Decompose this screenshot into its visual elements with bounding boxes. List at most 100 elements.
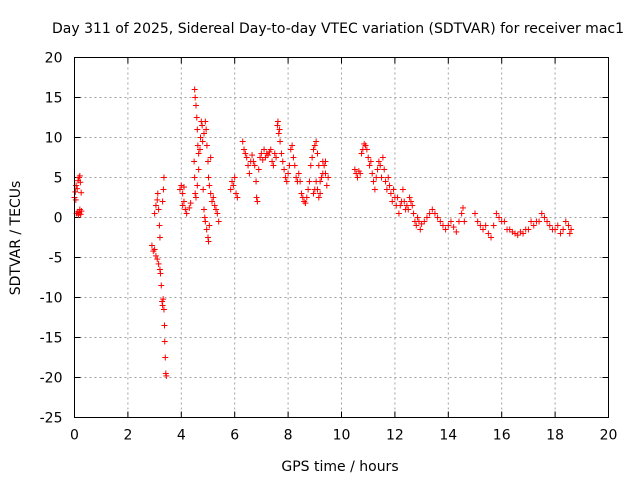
data-point [323, 182, 330, 189]
data-point [78, 189, 85, 196]
data-point [251, 162, 258, 169]
data-point [493, 210, 500, 217]
data-point [568, 226, 575, 233]
data-point [182, 206, 189, 213]
data-point [566, 230, 573, 237]
y-tick-label: 0 [54, 211, 63, 227]
data-point [306, 178, 313, 185]
data-point [200, 130, 207, 137]
data-point [202, 118, 209, 125]
data-point [206, 182, 213, 189]
data-point [152, 252, 159, 259]
y-tick-label: -5 [49, 251, 63, 267]
data-point [159, 302, 166, 309]
data-point [297, 178, 304, 185]
data-points [71, 86, 575, 379]
data-point [459, 204, 466, 211]
data-point [229, 178, 236, 185]
plot-frame [74, 57, 609, 418]
data-point [179, 190, 186, 197]
data-point [325, 174, 332, 181]
data-point [233, 190, 240, 197]
data-point [317, 190, 324, 197]
data-point [477, 222, 484, 229]
data-point [357, 170, 364, 177]
data-point [148, 242, 155, 249]
data-point [387, 190, 394, 197]
data-point [215, 218, 222, 225]
data-point [192, 194, 199, 201]
data-point [375, 158, 382, 165]
data-point [322, 158, 329, 165]
data-point [295, 170, 302, 177]
data-point [192, 102, 199, 109]
y-tick-label: -10 [40, 291, 63, 307]
data-point [76, 172, 83, 179]
data-point [176, 186, 183, 193]
data-point [291, 162, 298, 169]
data-point [311, 142, 318, 149]
data-point [239, 138, 246, 145]
data-point [183, 210, 190, 217]
data-point [394, 194, 401, 201]
x-tick-label: 6 [230, 428, 239, 444]
data-point [447, 218, 454, 225]
x-tick-label: 18 [546, 428, 564, 444]
data-point [458, 210, 465, 217]
data-point [314, 150, 321, 157]
data-point [195, 166, 202, 173]
data-point [211, 202, 218, 209]
data-point [514, 232, 521, 239]
data-point [199, 138, 206, 145]
x-tick-label: 20 [600, 428, 618, 444]
data-point [541, 214, 548, 221]
data-point [250, 158, 257, 165]
data-point [318, 174, 325, 181]
data-point [160, 296, 167, 303]
data-point [213, 206, 220, 213]
data-point [285, 170, 292, 177]
data-point [374, 166, 381, 173]
data-point [203, 142, 210, 149]
data-point [439, 222, 446, 229]
data-point [395, 210, 402, 217]
x-tick-label: 2 [123, 428, 132, 444]
data-point [309, 154, 316, 161]
data-point [528, 218, 535, 225]
data-point [154, 256, 161, 263]
data-point [194, 126, 201, 133]
data-point [310, 146, 317, 153]
data-point [565, 222, 572, 229]
data-point [267, 146, 274, 153]
data-point [307, 162, 314, 169]
data-point [544, 218, 551, 225]
data-point [377, 162, 384, 169]
data-point [305, 186, 312, 193]
x-tick-label: 8 [284, 428, 293, 444]
data-point [151, 246, 158, 253]
data-point [472, 210, 478, 217]
y-tick-label: 10 [45, 131, 63, 147]
data-point [279, 158, 286, 165]
y-tick-label: -20 [40, 371, 63, 387]
data-point [205, 234, 211, 241]
y-axis-label: SDTVAR / TECUs [8, 181, 24, 296]
data-point [321, 162, 328, 169]
data-point [381, 166, 388, 173]
data-point [200, 186, 207, 193]
data-point [194, 142, 201, 149]
data-point [410, 210, 417, 217]
chart-title: Day 311 of 2025, Sidereal Day-to-day VTE… [52, 21, 624, 37]
data-point [245, 162, 252, 169]
data-point [187, 200, 194, 207]
y-tick-label: 5 [54, 171, 63, 187]
data-point [199, 122, 206, 129]
data-point [536, 218, 543, 225]
data-point [249, 152, 256, 159]
data-point [277, 138, 284, 145]
data-point [203, 126, 210, 133]
data-point [287, 146, 294, 153]
data-point [255, 166, 262, 173]
data-point [501, 218, 508, 225]
